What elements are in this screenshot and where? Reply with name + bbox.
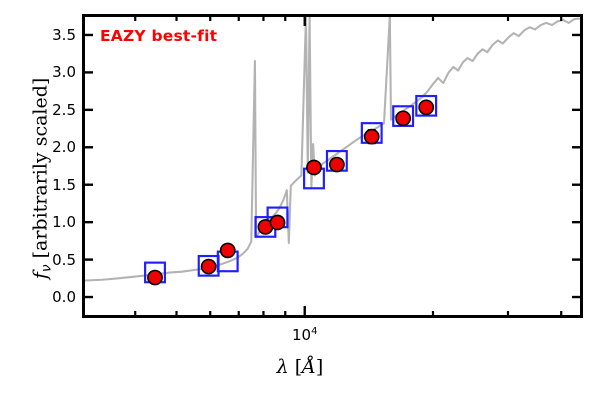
y-tick-label: 3.0	[52, 63, 76, 82]
x-tick-exponent: 4	[311, 326, 318, 337]
y-tick-label: 3.5	[52, 25, 76, 44]
y-tick-label: 1.0	[52, 213, 76, 232]
x-tick-label: 104	[292, 326, 317, 344]
plot-canvas	[85, 17, 580, 286]
x-tick-mantissa: 10	[292, 326, 312, 344]
y-axis-title: fν [arbitrarily scaled]	[29, 77, 55, 280]
plot-frame	[82, 14, 583, 318]
y-tick-label: 1.5	[52, 175, 76, 194]
y-tick-label: 0.5	[52, 250, 76, 269]
model-photometry-squares	[144, 94, 438, 284]
y-axis-tick-labels: 0.0 0.5 1.0 1.5 2.0 2.5 3.0 3.5	[0, 0, 76, 400]
y-tick-label: 0.0	[52, 288, 76, 307]
model-spectrum-line	[85, 17, 580, 282]
legend-label: EAZY best-fit	[100, 27, 218, 45]
observed-photometry-points	[147, 99, 435, 286]
x-axis-title: λ [Å]	[276, 356, 324, 378]
y-tick-label: 2.0	[52, 138, 76, 157]
y-tick-label: 2.5	[52, 100, 76, 119]
